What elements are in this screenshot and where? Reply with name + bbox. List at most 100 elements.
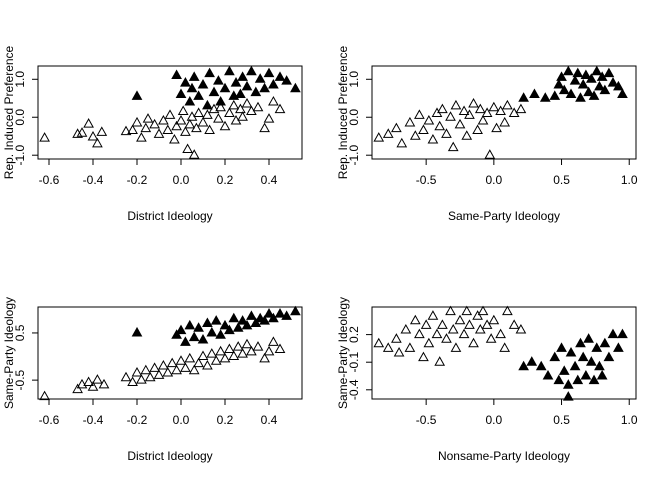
open-triangle-point [241,338,253,349]
filled-triangle-point [213,75,224,85]
filled-triangle-point [224,65,235,76]
open-triangle-point [215,101,226,112]
open-triangle-point [180,126,191,136]
open-triangle-point [237,111,248,121]
open-triangle-point [481,319,493,329]
filled-triangle-point [588,90,600,100]
filled-triangle-point [274,308,286,318]
filled-triangle-point [206,326,218,337]
filled-triangle-point [580,369,592,380]
filled-triangle-point [215,96,226,106]
filled-triangle-point [558,365,570,375]
filled-triangle-point [572,67,584,78]
open-triangle-point [400,323,412,334]
x-tick-label: 0.0 [486,413,503,427]
filled-triangle-point [188,71,200,81]
series-open-triangle [373,305,527,366]
open-triangle-point [237,348,248,358]
x-tick-label: 0.2 [217,173,234,187]
open-triangle-point [127,376,138,386]
open-triangle-point [149,118,160,129]
y-tick-label: 0.0 [347,109,361,126]
filled-triangle-point [263,67,275,78]
filled-triangle-point [535,360,547,371]
filled-triangle-point [186,82,198,93]
filled-triangle-point [232,322,244,332]
open-triangle-point [164,109,176,119]
open-triangle-point [447,323,459,334]
open-triangle-point [441,128,452,138]
open-triangle-point [191,122,202,133]
open-triangle-point [474,323,486,334]
filled-triangle-point [228,312,240,323]
open-triangle-point [184,352,196,363]
open-triangle-point [450,342,462,352]
x-tick-label: -0.5 [416,413,437,427]
series-open-triangle [39,96,286,159]
filled-triangle-point [193,322,204,332]
filled-triangle-point [572,374,584,385]
filled-triangle-point [613,342,624,352]
x-tick-label: -0.2 [127,413,148,427]
open-triangle-point [373,337,385,348]
filled-triangle-point [583,333,594,343]
filled-triangle-point [237,315,248,325]
open-triangle-point [158,359,169,370]
filled-triangle-point [259,82,270,93]
filled-triangle-point [250,86,262,97]
filled-triangle-point [235,88,246,98]
filled-triangle-point [594,80,605,91]
filled-triangle-point [131,326,143,337]
open-triangle-point [391,333,402,343]
filled-triangle-point [131,90,143,100]
open-triangle-point [404,342,416,352]
filled-triangle-point [583,86,594,97]
x-tick-label: -0.4 [83,413,104,427]
filled-triangle-point [562,65,574,76]
filled-triangle-point [613,80,624,91]
x-tick-label: 0.4 [261,173,278,187]
open-triangle-point [232,341,244,351]
open-triangle-point [193,357,204,368]
open-triangle-point [481,107,493,117]
open-triangle-point [228,350,240,361]
filled-triangle-point [591,65,603,76]
open-triangle-point [171,120,182,131]
filled-triangle-point [246,310,257,320]
open-triangle-point [193,107,204,117]
open-triangle-point [382,128,394,138]
open-triangle-point [418,351,429,362]
open-triangle-point [472,124,483,135]
open-triangle-point [437,319,448,329]
x-axis-label: District Ideology [127,449,212,463]
open-triangle-point [169,134,180,144]
open-triangle-point [136,374,147,384]
filled-triangle-point [268,78,279,89]
filled-triangle-point [193,90,204,100]
x-tick-label: -0.2 [127,173,148,187]
open-triangle-point [477,305,489,316]
open-triangle-point [204,124,215,135]
open-triangle-point [197,350,209,361]
filled-triangle-point [599,84,611,95]
y-tick-label: 1.0 [347,71,361,88]
open-triangle-point [414,328,425,339]
filled-triangle-point [263,308,275,318]
open-triangle-point [175,115,187,125]
open-triangle-point [252,101,264,112]
open-triangle-point [162,124,174,135]
open-triangle-point [484,149,496,159]
open-triangle-point [219,120,231,131]
filled-triangle-point [569,360,581,371]
filled-triangle-point [585,356,597,366]
open-triangle-point [427,134,439,144]
open-triangle-point [39,390,50,401]
open-triangle-point [499,116,511,127]
open-triangle-point [83,376,94,386]
filled-triangle-point [577,78,589,89]
scatter-panel-3: -0.6 -0.4 -0.2 0.0 0.2 0.4 -0.5 0.5 District Ide… [2,297,303,463]
open-triangle-point [515,103,527,114]
filled-triangle-point [591,342,603,352]
open-triangle-point [468,97,479,108]
filled-triangle-point [585,73,597,83]
